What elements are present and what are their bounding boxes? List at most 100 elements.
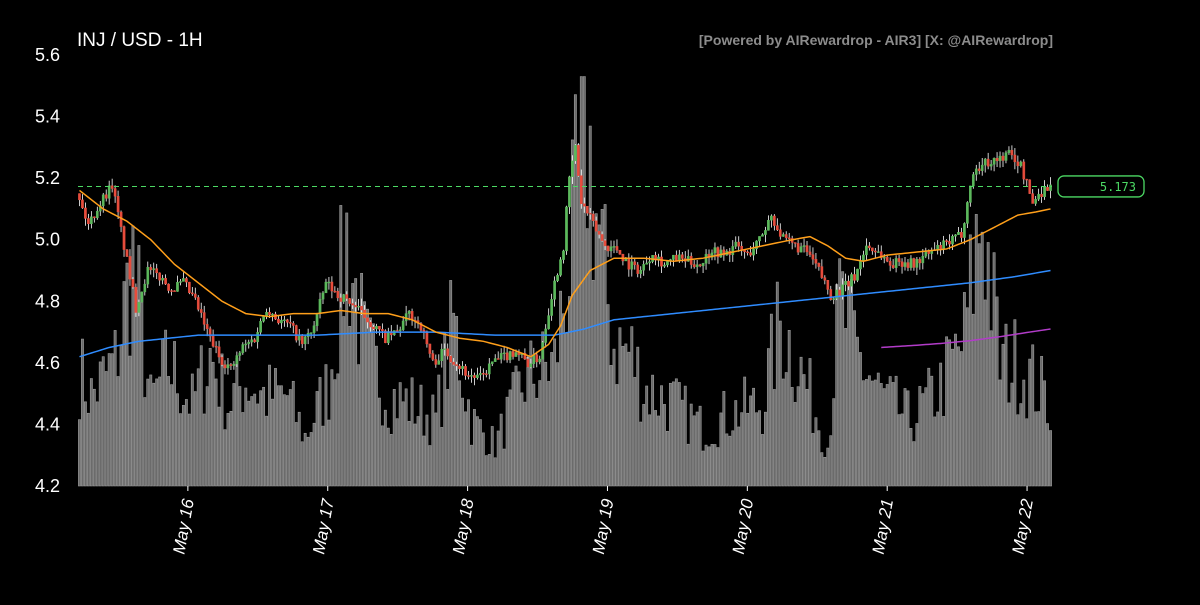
candle-up — [992, 158, 996, 165]
volume-bar — [1022, 379, 1026, 487]
volume-bar — [288, 389, 292, 487]
candle-up — [398, 329, 402, 332]
x-tick-label: May 22 — [1009, 497, 1037, 556]
candle-down — [104, 194, 108, 199]
volume-bar — [936, 411, 940, 487]
volume-bar — [110, 353, 114, 487]
candle-up — [957, 231, 960, 235]
candle-down — [170, 290, 173, 292]
volume-bar — [755, 412, 758, 487]
volume-bar — [1034, 411, 1038, 487]
volume-bar — [802, 374, 806, 487]
volume-bar — [1019, 403, 1023, 487]
volume-bar — [648, 414, 652, 487]
volume-bar — [633, 377, 637, 487]
candle-down — [716, 247, 720, 258]
volume-bar — [971, 313, 975, 487]
candle-down — [784, 234, 788, 239]
volume-bar — [565, 332, 568, 487]
candle-down — [582, 203, 586, 207]
candle-down — [977, 168, 981, 171]
candle-up — [303, 336, 307, 345]
candle-up — [980, 164, 984, 171]
volume-bar — [752, 387, 755, 487]
candle-up — [342, 294, 346, 302]
candles — [78, 143, 1052, 386]
candle-up — [764, 230, 767, 235]
x-tick-label: May 18 — [449, 497, 477, 556]
candle-down — [288, 322, 292, 324]
candle-down — [1046, 186, 1049, 191]
candle-down — [660, 256, 663, 267]
volume-bar — [300, 441, 304, 487]
volume-bar — [449, 280, 453, 487]
volume-bar — [268, 364, 271, 487]
candle-up — [672, 254, 675, 260]
volume-bar — [202, 413, 206, 487]
y-tick-label: 5.4 — [35, 107, 60, 127]
volume-bar — [731, 430, 735, 487]
ma-fast-line — [79, 189, 1051, 358]
candle-down — [1010, 149, 1014, 156]
volume-bar — [369, 317, 372, 487]
candle-up — [1007, 149, 1011, 153]
volume-bar — [1028, 358, 1032, 487]
volume-bar — [428, 445, 432, 487]
volume-bar — [550, 352, 554, 487]
candle-up — [781, 234, 785, 237]
candle-up — [407, 311, 411, 314]
candle-down — [743, 250, 746, 253]
volume-bar — [933, 416, 937, 487]
candle-up — [713, 247, 717, 254]
volume-bar — [499, 413, 503, 487]
volume-bar — [547, 381, 551, 487]
candle-down — [1001, 155, 1005, 161]
volume-bar — [1037, 411, 1041, 487]
volume-bar — [452, 312, 456, 487]
candle-down — [339, 297, 343, 302]
candle-up — [226, 364, 230, 369]
volume-bar — [775, 281, 779, 487]
candle-up — [969, 185, 972, 203]
candle-down — [873, 250, 877, 253]
candle-up — [865, 245, 868, 256]
volume-bar — [597, 224, 601, 487]
volume-bar — [464, 411, 467, 487]
candle-down — [888, 261, 892, 266]
volume-bar — [939, 362, 943, 487]
volume-bar — [149, 374, 153, 487]
candle-up — [686, 256, 690, 262]
volume-bar — [778, 320, 782, 487]
volume-bar — [654, 410, 657, 487]
candle-down — [113, 188, 117, 197]
candle-down — [868, 245, 871, 249]
candle-up — [327, 281, 331, 284]
volume-bar — [743, 376, 747, 487]
candle-down — [122, 226, 126, 250]
candle-up — [704, 253, 708, 264]
volume-bar — [137, 245, 141, 487]
volume-bar — [199, 345, 203, 487]
volume-bar — [707, 446, 711, 487]
volume-bar — [799, 356, 803, 487]
candle-up — [90, 216, 93, 225]
candle-down — [428, 343, 432, 354]
candle-up — [645, 262, 648, 265]
volume-bar — [1016, 414, 1020, 487]
candle-up — [859, 261, 862, 270]
candle-down — [205, 324, 209, 329]
candle-down — [796, 243, 800, 253]
candle-down — [603, 240, 607, 247]
candle-up — [1034, 199, 1037, 204]
volume-bar — [974, 214, 978, 487]
volume-bar — [710, 443, 714, 487]
candle-down — [885, 257, 889, 262]
candle-down — [360, 306, 363, 311]
volume-bar — [232, 383, 236, 487]
volume-bar — [134, 289, 138, 487]
candle-down — [208, 328, 212, 337]
candle-up — [624, 258, 628, 262]
volume-bar — [663, 404, 666, 487]
